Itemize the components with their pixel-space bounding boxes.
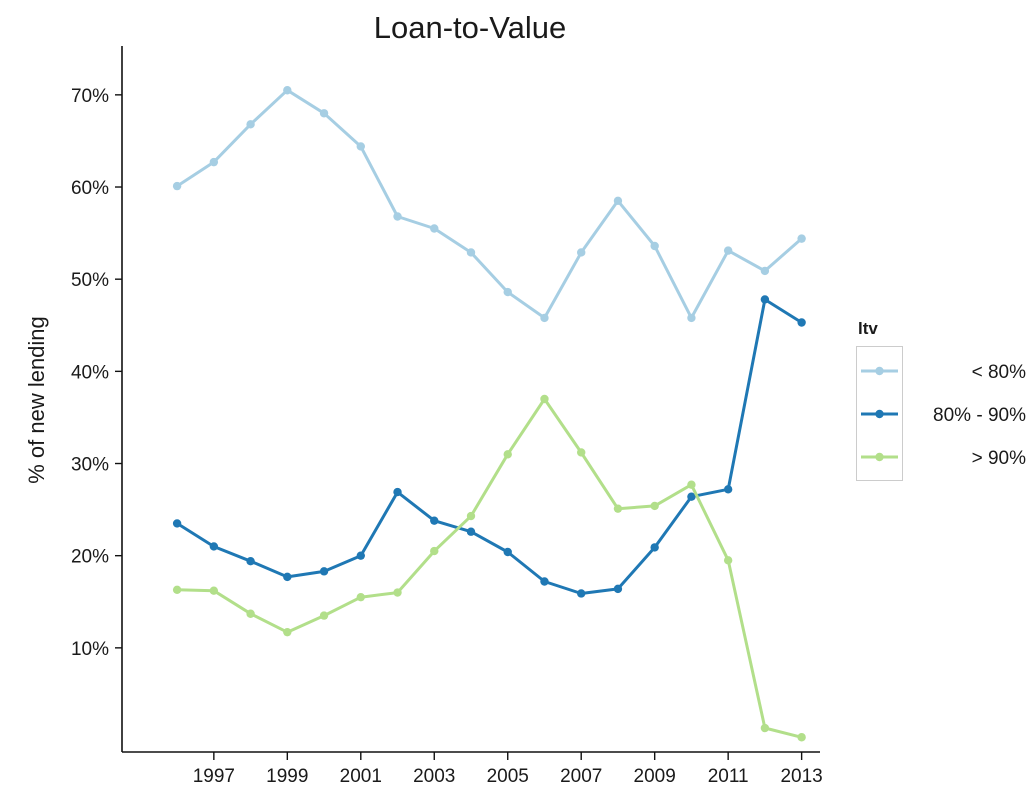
series-line-0 (175, 88, 804, 320)
legend: ltv < 80% 80% - 90% > 90% (856, 319, 1027, 481)
data-point (319, 109, 329, 118)
data-point (172, 519, 182, 528)
x-tick-label: 2013 (780, 766, 822, 787)
data-point (356, 592, 365, 602)
series-line-1 (175, 298, 804, 595)
data-point (760, 266, 770, 276)
legend-title: ltv (858, 319, 878, 338)
x-tick-label: 1997 (193, 766, 235, 787)
data-point (577, 448, 586, 457)
data-point (503, 287, 512, 297)
data-point (650, 241, 659, 251)
data-point (466, 527, 476, 536)
data-point (613, 504, 623, 513)
data-point (687, 313, 696, 323)
data-point (466, 248, 476, 257)
data-point (760, 295, 770, 304)
data-point (577, 589, 586, 598)
data-point (430, 224, 439, 233)
legend-swatch-point (875, 409, 884, 419)
data-point (209, 542, 219, 551)
legend-label: < 80% (972, 362, 1027, 383)
data-point (797, 733, 806, 742)
data-point (723, 485, 733, 494)
data-point (393, 588, 402, 597)
data-point (503, 450, 512, 459)
data-point (723, 556, 733, 565)
y-axis-label: % of new lending (24, 316, 49, 484)
legend-label: > 90% (972, 448, 1027, 469)
data-point (356, 551, 365, 560)
data-point (540, 577, 549, 586)
x-tick-label: 2001 (340, 766, 382, 787)
data-point (613, 584, 623, 594)
data-point (466, 511, 476, 521)
x-tick-label: 2009 (634, 766, 676, 787)
data-point (430, 546, 439, 556)
x-tick-label: 2007 (560, 766, 602, 787)
data-point (540, 394, 549, 404)
data-point (430, 516, 439, 525)
data-point (283, 572, 292, 582)
x-tick-label: 2005 (487, 766, 529, 787)
series-line-2 (175, 397, 804, 739)
data-point (283, 86, 292, 95)
x-tick-label: 2011 (708, 766, 749, 787)
x-tick-label: 1999 (266, 766, 308, 787)
plot-area: 10% 20% 30% 40% 50% 60% 70% 1997 1999 2001 2003 200… (71, 46, 823, 787)
data-point (577, 248, 586, 257)
data-point (613, 196, 623, 206)
data-point (319, 611, 329, 620)
data-point (319, 567, 329, 576)
data-point (797, 234, 806, 243)
data-point (393, 212, 402, 221)
data-point (209, 157, 219, 167)
y-tick-label: 20% (71, 547, 109, 568)
data-point (797, 318, 806, 327)
legend-swatch-point (875, 366, 884, 376)
y-tick-label: 70% (71, 86, 109, 107)
y-tick-label: 30% (71, 455, 109, 476)
data-point (503, 547, 512, 557)
data-point (687, 492, 696, 501)
data-point (209, 586, 219, 595)
data-point (246, 557, 255, 566)
y-tick-label: 40% (71, 362, 109, 383)
data-point (540, 313, 549, 323)
data-point (356, 142, 365, 151)
y-tick-label: 10% (71, 639, 109, 660)
data-point (283, 627, 292, 637)
legend-swatch-point (875, 452, 884, 462)
data-point (723, 246, 733, 255)
data-point (687, 480, 696, 489)
data-point (246, 609, 255, 618)
y-tick-label: 50% (71, 270, 109, 291)
data-point (760, 723, 770, 733)
data-point (650, 501, 659, 511)
data-point (246, 120, 255, 129)
data-point (393, 487, 402, 497)
x-tick-label: 2003 (413, 766, 455, 787)
data-point (172, 585, 182, 594)
data-point (650, 543, 659, 552)
y-tick-label: 60% (71, 178, 109, 199)
data-point (172, 181, 182, 191)
legend-label: 80% - 90% (933, 405, 1026, 426)
chart-title: Loan-to-Value (374, 10, 566, 45)
